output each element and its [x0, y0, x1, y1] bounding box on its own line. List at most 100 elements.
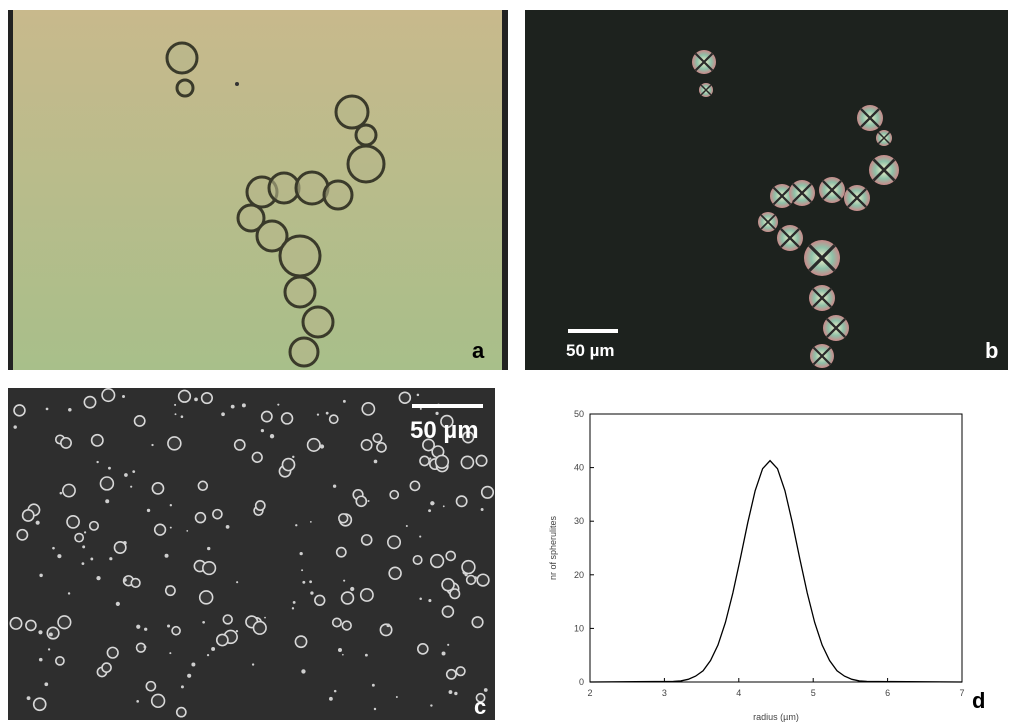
debris — [417, 394, 420, 397]
debris — [116, 602, 120, 606]
figure: a 50 µm b 50 µm c 01020304050234567radiu… — [0, 0, 1012, 724]
debris — [175, 413, 177, 415]
particle — [282, 459, 294, 471]
particle — [172, 627, 180, 635]
debris — [144, 628, 147, 631]
debris — [302, 581, 305, 584]
y-tick-label: 50 — [574, 409, 584, 419]
debris — [169, 652, 171, 654]
debris — [60, 492, 63, 495]
y-tick-label: 20 — [574, 570, 584, 580]
debris — [123, 578, 127, 582]
particle — [373, 434, 382, 443]
particle — [399, 392, 410, 403]
debris — [442, 652, 446, 656]
debris — [264, 617, 266, 619]
debris — [293, 601, 296, 604]
particle — [196, 513, 206, 523]
particle — [324, 181, 352, 209]
particle — [114, 542, 125, 553]
debris — [90, 558, 93, 561]
debris — [386, 624, 390, 628]
debris — [343, 580, 345, 582]
particle — [100, 477, 113, 490]
particle — [336, 96, 368, 128]
particle — [17, 530, 27, 540]
particle — [61, 438, 71, 448]
debris — [226, 525, 230, 529]
particle — [252, 452, 262, 462]
particle — [356, 125, 376, 145]
particle — [177, 80, 193, 96]
debris — [13, 425, 16, 428]
particle — [447, 670, 456, 679]
particle — [167, 43, 197, 73]
debris — [186, 530, 188, 532]
debris — [420, 408, 422, 410]
debris — [236, 581, 238, 583]
speck — [235, 82, 239, 86]
debris — [329, 697, 333, 701]
particle — [202, 393, 213, 404]
particle — [410, 481, 419, 490]
particle — [337, 548, 346, 557]
debris — [68, 592, 70, 594]
x-axis-label: radius (µm) — [753, 712, 799, 722]
debris — [44, 682, 48, 686]
particle — [34, 698, 46, 710]
particle — [254, 622, 267, 635]
particle — [472, 617, 483, 628]
particle — [168, 437, 181, 450]
debris — [277, 404, 279, 406]
debris — [170, 527, 172, 529]
particle — [303, 307, 333, 337]
debris — [435, 412, 438, 415]
debris — [147, 509, 150, 512]
debris — [292, 607, 294, 609]
particle — [102, 663, 111, 672]
debris — [105, 499, 109, 503]
debris — [326, 412, 329, 415]
debris — [481, 508, 484, 511]
particle — [339, 514, 348, 523]
particle — [262, 411, 272, 421]
debris — [207, 654, 209, 656]
particle — [436, 455, 449, 468]
particle — [462, 561, 475, 574]
particle — [58, 616, 71, 629]
debris — [52, 547, 55, 550]
debris — [309, 580, 312, 583]
particle — [14, 405, 25, 416]
particle — [450, 589, 459, 598]
debris — [124, 473, 128, 477]
particle — [280, 236, 320, 276]
debris — [202, 621, 205, 624]
debris — [252, 663, 254, 665]
x-tick-label: 7 — [959, 688, 964, 698]
debris — [372, 684, 375, 687]
debris — [310, 521, 312, 523]
debris — [449, 690, 453, 694]
particle — [146, 682, 155, 691]
debris — [242, 403, 246, 407]
x-tick-label: 6 — [885, 688, 890, 698]
particle — [431, 555, 444, 568]
panel-label: a — [472, 338, 485, 363]
panel-a-edge — [502, 10, 508, 370]
particle — [135, 416, 145, 426]
particle — [442, 606, 453, 617]
debris — [39, 574, 42, 577]
debris — [231, 405, 235, 409]
y-axis-label: nr of spherulites — [548, 515, 558, 580]
debris — [320, 444, 324, 448]
debris — [350, 587, 354, 591]
debris — [39, 658, 43, 662]
particle — [256, 501, 265, 510]
particle — [361, 440, 371, 450]
particle — [285, 277, 315, 307]
particle — [308, 439, 320, 451]
debris — [367, 500, 369, 502]
debris — [365, 654, 368, 657]
debris — [374, 460, 378, 464]
debris — [333, 485, 336, 488]
